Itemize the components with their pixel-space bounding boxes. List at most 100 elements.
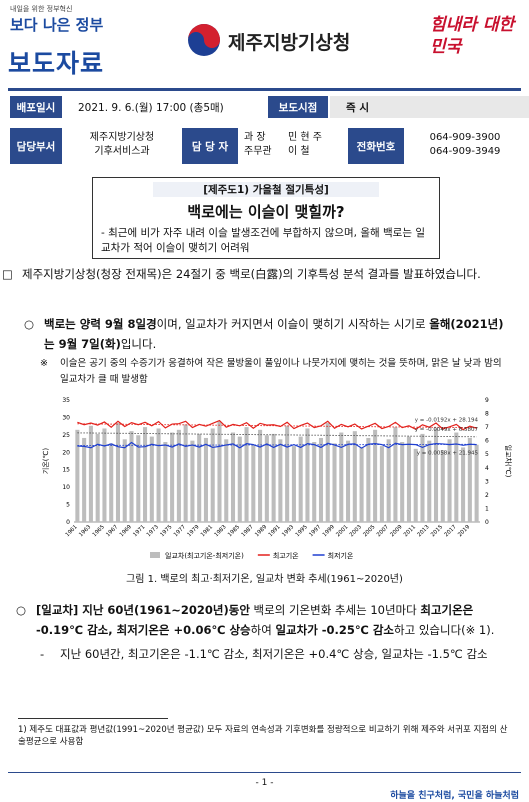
- contact-title: 주무관: [244, 146, 272, 157]
- text-run: 하고 있습니다(※ 1).: [394, 623, 495, 637]
- legend-swatch: [150, 552, 160, 558]
- bullet: -: [40, 647, 45, 661]
- contact-name: 민 현 주: [288, 132, 322, 143]
- y-tick-label: 35: [62, 397, 70, 404]
- bar: [440, 450, 445, 522]
- rule: [8, 88, 521, 91]
- text-run: 최고기온은 -0.19℃ 감소, 최저기온은 +0.06℃ 상승: [36, 603, 474, 637]
- bar: [386, 439, 391, 522]
- x-tick-label: 2011: [403, 524, 417, 538]
- text-run: 입니다.: [120, 337, 157, 351]
- bar: [373, 429, 378, 522]
- bar: [264, 435, 269, 522]
- x-tick-label: 2019: [457, 524, 471, 538]
- bar: [210, 428, 215, 522]
- bar: [163, 442, 168, 522]
- bar: [285, 425, 290, 522]
- bar: [109, 443, 114, 522]
- table-header: 배포일시: [10, 96, 62, 118]
- bar: [427, 440, 432, 522]
- legend-label: 최저기온: [328, 551, 354, 560]
- contact-row: 주무관 이 철: [244, 145, 344, 159]
- phone: 064-909-3949: [429, 146, 501, 157]
- bar: [291, 446, 296, 522]
- legend-label: 일교차(최고기온-최저기온): [165, 551, 244, 560]
- table-header: 보도시점: [268, 96, 328, 118]
- x-tick-label: 1991: [268, 524, 282, 538]
- bar: [115, 423, 121, 522]
- slogan: 힘내라 대한민국: [430, 15, 515, 57]
- summary: - 최근에 비가 자주 내려 이슬 발생조건에 부합하지 않으며, 올해 백로는…: [101, 227, 425, 254]
- bar: [366, 437, 371, 522]
- footer-slogan: 하늘을 친구처럼, 국민을 하늘처럼: [390, 791, 519, 801]
- bar: [454, 432, 459, 522]
- trend-label: y = -0.0192x + 28.194: [415, 418, 479, 424]
- bar: [278, 439, 283, 522]
- bar: [88, 425, 93, 522]
- x-tick-label: 1963: [78, 524, 92, 538]
- bar: [183, 424, 188, 522]
- bar: [217, 421, 222, 522]
- bar: [251, 444, 256, 522]
- x-tick-label: 1971: [132, 524, 146, 538]
- bar: [352, 431, 357, 522]
- bar: [95, 433, 100, 522]
- doc-type: 보도자료: [8, 49, 105, 78]
- trend-line: [77, 443, 477, 446]
- legend-label: 최고기온: [273, 551, 299, 560]
- trend-line: [77, 423, 477, 429]
- x-tick-label: 1995: [295, 524, 309, 538]
- bar: [359, 447, 364, 522]
- line: [77, 419, 477, 431]
- y2-tick-label: 2: [485, 492, 489, 499]
- x-tick-label: 2003: [349, 524, 363, 538]
- footer-rule: [8, 772, 521, 773]
- paragraph: ○ [일교차] 지난 60년(1961~2020년)동안 백로의 기온변화 추세는…: [16, 600, 505, 640]
- paragraph: ○ 백로는 양력 9월 8일경이며, 일교차가 커지면서 이슬이 맺히기 시작하는…: [24, 314, 505, 354]
- dept-value: 제주지방기상청 기후서비스과: [66, 131, 178, 159]
- footnote-rule: [18, 718, 168, 719]
- x-tick-label: 1989: [254, 524, 268, 538]
- bar: [400, 442, 405, 522]
- paragraph: □ 제주지방기상청(청장 전재목)은 24절기 중 백로(白露)의 기후특성 분석…: [2, 264, 505, 284]
- bar: [82, 437, 87, 522]
- y2-tick-label: 8: [485, 411, 489, 418]
- bar: [129, 431, 134, 522]
- x-tick-label: 1997: [308, 524, 322, 538]
- x-tick-label: 1967: [105, 524, 119, 538]
- bar: [136, 435, 141, 522]
- y-tick-label: 10: [62, 484, 70, 491]
- text-run: 지난 60년간, 최고기온은 -1.1℃ 감소, 최저기온은 +0.4℃ 상승,…: [60, 647, 488, 661]
- contact-title: 과 장: [244, 132, 266, 143]
- x-tick-label: 2007: [376, 524, 390, 538]
- x-tick-label: 1973: [146, 524, 160, 538]
- bar: [224, 439, 229, 522]
- y2-axis-label: 일교차(℃): [504, 445, 513, 478]
- phones: 064-909-3900 064-909-3949: [410, 131, 520, 159]
- y2-tick-label: 7: [485, 424, 489, 431]
- bar: [406, 436, 411, 522]
- bar: [393, 427, 398, 522]
- bar: [75, 429, 80, 522]
- text-run: 하여: [250, 623, 276, 637]
- bar: [271, 433, 276, 522]
- trend-label: y = 0.0058x + 21.945: [417, 450, 479, 456]
- bar: [122, 439, 127, 522]
- y2-tick-label: 9: [485, 397, 489, 404]
- x-tick-label: 1979: [186, 524, 200, 538]
- contacts: 과 장 민 현 주 주무관 이 철: [244, 131, 344, 159]
- bar: [339, 432, 344, 522]
- x-tick-label: 1985: [227, 524, 241, 538]
- paragraph: - 지난 60년간, 최고기온은 -1.1℃ 감소, 최저기온은 +0.4℃ 상승…: [40, 644, 505, 664]
- bar: [102, 428, 107, 522]
- page-number: - 1 -: [255, 778, 274, 788]
- bar: [170, 432, 175, 522]
- x-tick-label: 1961: [65, 524, 79, 538]
- bullet: ○: [16, 603, 27, 617]
- y-tick-label: 5: [66, 502, 70, 509]
- y2-tick-label: 4: [485, 465, 489, 472]
